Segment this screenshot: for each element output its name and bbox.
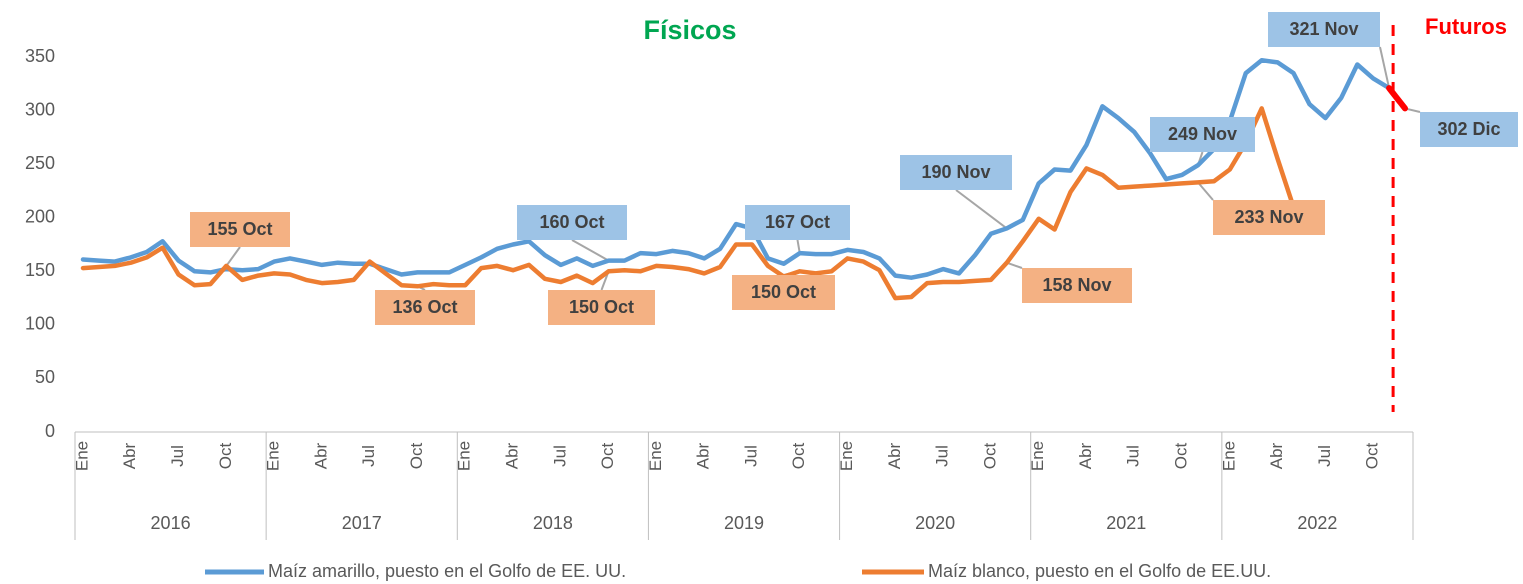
leader-line — [571, 239, 610, 262]
futures-label: Futuros — [1425, 14, 1507, 39]
annotation-box — [1150, 117, 1255, 152]
annotation-box — [375, 290, 475, 325]
x-tick-label: Oct — [216, 443, 235, 470]
x-tick-label: Oct — [980, 443, 999, 470]
year-label: 2019 — [724, 513, 764, 533]
y-tick-label: 250 — [25, 153, 55, 173]
annotation-box — [1420, 112, 1518, 147]
x-tick-label: Oct — [1172, 443, 1191, 470]
year-label: 2020 — [915, 513, 955, 533]
annotation-box — [1213, 200, 1325, 235]
annotation-label: 160 Oct — [539, 212, 604, 232]
annotation-label: 302 Dic — [1437, 119, 1500, 139]
x-tick-label: Ene — [72, 441, 91, 471]
chart-title: Físicos — [643, 15, 736, 45]
annotation-label: 136 Oct — [392, 297, 457, 317]
y-tick-label: 350 — [25, 46, 55, 66]
annotation-box — [190, 212, 290, 247]
x-tick-label: Abr — [1076, 442, 1095, 469]
annotation-label: 150 Oct — [569, 297, 634, 317]
year-label: 2018 — [533, 513, 573, 533]
x-tick-label: Abr — [503, 442, 522, 469]
annotation-box — [745, 205, 850, 240]
y-tick-label: 100 — [25, 314, 55, 334]
x-tick-label: Oct — [1363, 443, 1382, 470]
legend-label: Maíz blanco, puesto en el Golfo de EE.UU… — [928, 561, 1271, 581]
x-tick-label: Jul — [550, 445, 569, 467]
y-tick-label: 50 — [35, 367, 55, 387]
y-tick-label: 150 — [25, 260, 55, 280]
series-line — [80, 106, 1296, 301]
x-tick-label: Ene — [1028, 441, 1047, 471]
x-tick-label: Jul — [359, 445, 378, 467]
x-tick-label: Oct — [789, 443, 808, 470]
x-tick-label: Ene — [837, 441, 856, 471]
leader-line — [225, 246, 241, 267]
annotation-box — [732, 275, 835, 310]
annotation-box — [900, 155, 1012, 190]
year-label: 2022 — [1297, 513, 1337, 533]
leader-line — [1197, 181, 1214, 201]
x-tick-label: Ene — [264, 441, 283, 471]
annotation-label: 321 Nov — [1289, 19, 1358, 39]
leader-line — [1006, 261, 1023, 269]
x-tick-label: Jul — [1315, 445, 1334, 467]
annotation-label: 150 Oct — [751, 282, 816, 302]
annotation-label: 167 Oct — [765, 212, 830, 232]
x-tick-label: Jul — [933, 445, 952, 467]
x-tick-label: Jul — [741, 445, 760, 467]
legend-label: Maíz amarillo, puesto en el Golfo de EE.… — [268, 561, 626, 581]
annotation-label: 190 Nov — [921, 162, 990, 182]
annotation-box — [517, 205, 627, 240]
x-tick-label: Oct — [598, 443, 617, 470]
year-label: 2021 — [1106, 513, 1146, 533]
x-tick-label: Ene — [455, 441, 474, 471]
year-label: 2016 — [151, 513, 191, 533]
x-tick-label: Jul — [1124, 445, 1143, 467]
annotation-label: 158 Nov — [1042, 275, 1111, 295]
annotation-label: 233 Nov — [1234, 207, 1303, 227]
annotation-label: 249 Nov — [1168, 124, 1237, 144]
annotation-box — [1022, 268, 1132, 303]
leader-line — [1379, 46, 1391, 89]
x-tick-label: Ene — [1219, 441, 1238, 471]
series-line — [80, 57, 1392, 280]
x-tick-label: Abr — [694, 442, 713, 469]
year-label: 2017 — [342, 513, 382, 533]
x-tick-label: Ene — [646, 441, 665, 471]
x-tick-label: Abr — [885, 442, 904, 469]
x-tick-label: Abr — [120, 442, 139, 469]
leader-line — [955, 189, 1008, 230]
annotation-label: 155 Oct — [207, 219, 272, 239]
x-tick-label: Jul — [168, 445, 187, 467]
x-tick-label: Abr — [311, 442, 330, 469]
y-tick-label: 300 — [25, 99, 55, 119]
y-tick-label: 200 — [25, 206, 55, 226]
annotation-box — [1268, 12, 1380, 47]
x-tick-label: Abr — [1267, 442, 1286, 469]
series-line — [1386, 85, 1408, 112]
x-tick-label: Oct — [407, 443, 426, 470]
annotation-box — [548, 290, 655, 325]
y-tick-label: 0 — [45, 421, 55, 441]
